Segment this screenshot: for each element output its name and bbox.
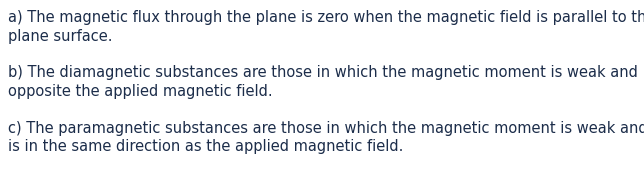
Text: plane surface.: plane surface. (8, 28, 113, 44)
Text: opposite the applied magnetic field.: opposite the applied magnetic field. (8, 84, 272, 99)
Text: is in the same direction as the applied magnetic field.: is in the same direction as the applied … (8, 139, 403, 155)
Text: b) The diamagnetic substances are those in which the magnetic moment is weak and: b) The diamagnetic substances are those … (8, 66, 638, 80)
Text: a) The magnetic flux through the plane is zero when the magnetic field is parall: a) The magnetic flux through the plane i… (8, 10, 644, 25)
Text: c) The paramagnetic substances are those in which the magnetic moment is weak an: c) The paramagnetic substances are those… (8, 121, 644, 136)
